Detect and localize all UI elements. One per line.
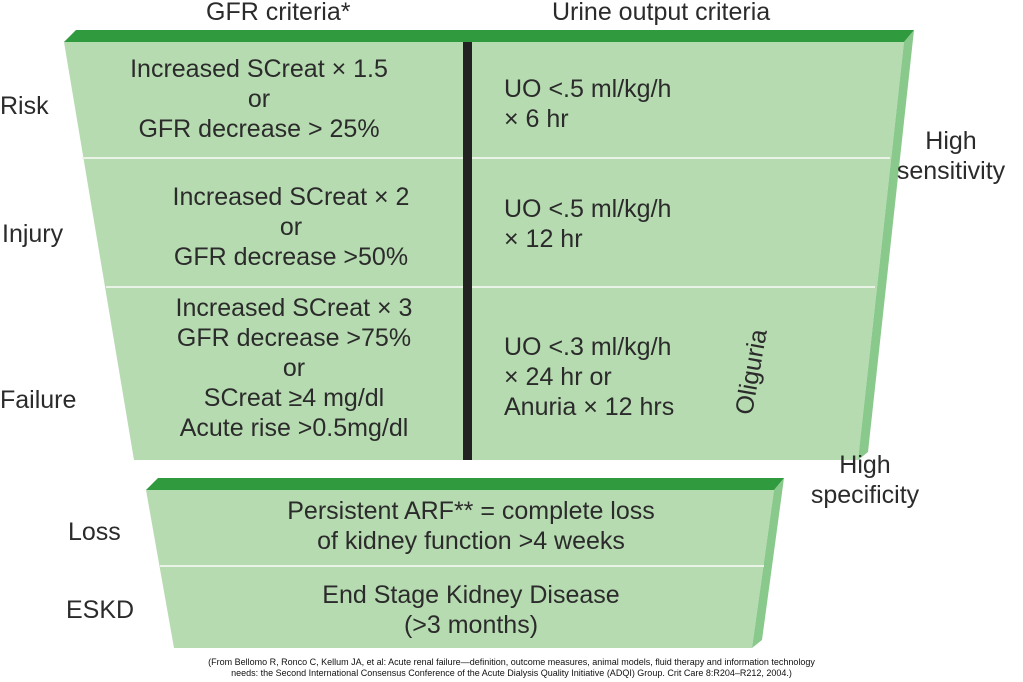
stage-label-risk: Risk	[0, 92, 49, 120]
upper-funnel-right-edge	[858, 30, 914, 460]
eskd-description: End Stage Kidney Disease (>3 months)	[322, 581, 620, 639]
upper-funnel-top-edge	[64, 30, 914, 42]
high-sensitivity-note: High sensitivity	[896, 127, 1006, 185]
stage-label-loss: Loss	[68, 518, 121, 546]
urine-criteria-injury: UO <.5 ml/kg/h × 12 hr	[504, 195, 672, 253]
source-citation: (From Bellomo R, Ronco C, Kellum JA, et …	[208, 657, 815, 678]
stage-label-injury: Injury	[2, 220, 64, 248]
gfr-criteria-injury: Increased SCreat × 2 or GFR decrease >50…	[172, 183, 410, 271]
column-divider	[463, 42, 472, 460]
lower-funnel-right-edge	[752, 478, 784, 648]
gfr-criteria-risk: Increased SCreat × 1.5 or GFR decrease >…	[130, 55, 388, 143]
lower-funnel-body	[146, 490, 774, 648]
stage-label-eskd: ESKD	[66, 596, 135, 624]
urine-criteria-failure: UO <.3 ml/kg/h × 24 hr or Anuria × 12 hr…	[504, 333, 675, 421]
stage-label-failure: Failure	[0, 386, 77, 414]
lower-funnel-top-edge	[146, 478, 784, 490]
upper-funnel-body	[64, 42, 904, 460]
high-specificity-note: High specificity	[810, 451, 920, 509]
urine-criteria-risk: UO <.5 ml/kg/h × 6 hr	[504, 75, 672, 133]
loss-description: Persistent ARF** = complete loss of kidn…	[287, 497, 655, 555]
header-urine-output-criteria: Urine output criteria	[552, 0, 771, 26]
header-gfr-criteria: GFR criteria*	[206, 0, 351, 26]
gfr-criteria-failure: Increased SCreat × 3 GFR decrease >75% o…	[175, 294, 413, 442]
